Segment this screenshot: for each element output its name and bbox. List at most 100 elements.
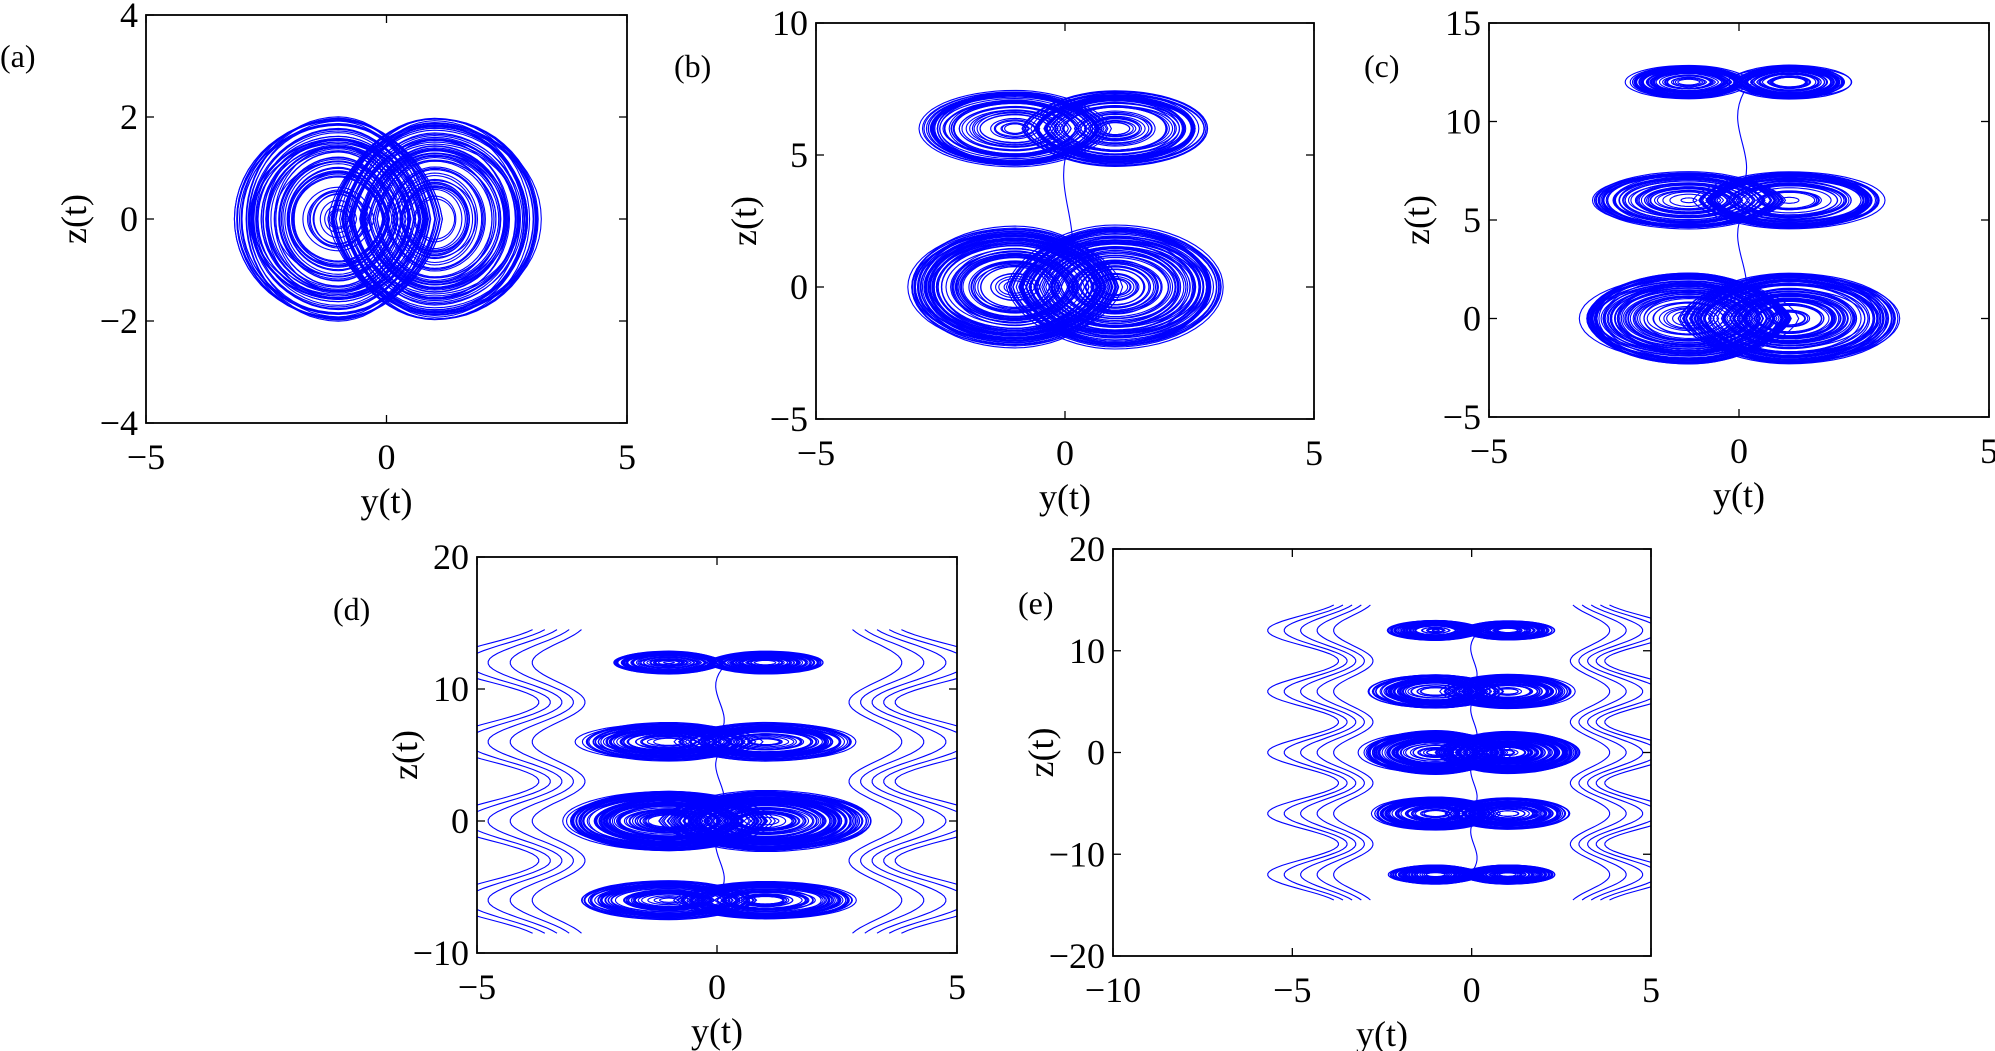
y-tick-label: 2 [120, 97, 138, 137]
trajectory-loop [1756, 72, 1822, 92]
trajectory-loop [705, 801, 825, 841]
trajectory-loop [1769, 309, 1809, 328]
trajectory-loop [1741, 297, 1837, 340]
trajectory-loop [1414, 869, 1458, 880]
trajectory-loop [726, 809, 804, 833]
trajectory-loop [1672, 76, 1706, 88]
trajectory-loop [672, 880, 857, 920]
trajectory-loop [1045, 98, 1184, 160]
trajectory-loop [1704, 280, 1874, 357]
trajectory-loop [740, 736, 790, 748]
trajectory-loop [1453, 676, 1562, 707]
trajectory-loop [650, 658, 688, 667]
trajectory [1578, 64, 1901, 365]
trajectory-loop [691, 884, 838, 916]
trajectory-loop [1048, 247, 1182, 327]
trajectory-loop [1679, 272, 1899, 365]
trajectory-loop [961, 106, 1070, 151]
trajectory-loop [610, 727, 729, 756]
trajectory-envelope [1595, 604, 1651, 901]
trajectory-envelope [883, 629, 957, 934]
trajectory-loop [1413, 807, 1459, 820]
trajectory-loop [1739, 67, 1839, 97]
x-tick-label: 5 [1642, 970, 1660, 1010]
trajectory-loop [391, 172, 479, 266]
trajectory-loop [624, 653, 715, 672]
trajectory-loop [1062, 106, 1168, 151]
trajectory-loop [654, 659, 684, 666]
trajectory-loop [238, 123, 438, 315]
trajectory-envelope [477, 629, 551, 934]
y-tick-label: 0 [790, 267, 808, 307]
trajectory-loop [723, 808, 807, 834]
trajectory-loop [1613, 177, 1765, 223]
x-axis-label: y(t) [1356, 1014, 1408, 1051]
trajectory-loop [1421, 871, 1451, 879]
trajectory-loop [1462, 678, 1553, 705]
trajectory-loop [1656, 190, 1722, 211]
trajectory-loop [994, 120, 1036, 137]
trajectory-loop [1397, 803, 1474, 824]
trajectory-loop [1459, 738, 1556, 767]
trajectory-envelope [1569, 604, 1611, 901]
trajectory-loop [1714, 179, 1864, 222]
trajectory-loop [952, 100, 1078, 157]
trajectory-loop [580, 793, 758, 849]
y-tick-label: 10 [1069, 631, 1105, 671]
trajectory-loop [1030, 92, 1200, 165]
trajectory-loop [351, 138, 518, 300]
trajectory-loop [932, 95, 1098, 162]
trajectory-loop [597, 726, 741, 758]
trajectory-loop [677, 723, 852, 761]
trajectory-loop [1085, 268, 1145, 306]
trajectory-loop [1092, 273, 1137, 301]
trajectory-loop [587, 884, 751, 917]
trajectory-loop [1735, 184, 1842, 217]
trajectory-envelope [1587, 604, 1644, 901]
trajectory-loop [979, 113, 1052, 144]
y-tick-label: 10 [433, 669, 469, 709]
axes-frame [815, 22, 1315, 420]
trajectory-loop [662, 661, 676, 665]
trajectory-loop [1052, 105, 1177, 152]
trajectory-loop [1489, 626, 1526, 635]
trajectory-loop [1093, 119, 1137, 138]
trajectory-loop [1635, 182, 1743, 218]
trajectory-loop [400, 183, 469, 255]
x-tick-label: −5 [1470, 431, 1508, 471]
trajectory-loop [1056, 105, 1174, 152]
trajectory-loop [1712, 288, 1866, 349]
y-tick-label: −2 [100, 301, 138, 341]
trajectory-loop [1737, 66, 1841, 98]
trajectory-loop [1474, 682, 1541, 701]
trajectory-loop [710, 652, 819, 673]
trajectory-loop [1415, 625, 1457, 636]
trajectory-loop [1492, 687, 1523, 696]
trajectory-loop [740, 894, 790, 907]
x-tick-label: −5 [797, 433, 835, 473]
trajectory-loop [738, 657, 791, 669]
trajectory-loop [750, 816, 780, 826]
trajectory-loop [1664, 74, 1714, 90]
trajectory-loop [1056, 254, 1174, 320]
trajectory [477, 629, 957, 934]
trajectory-loop [1427, 628, 1445, 633]
trajectory-loop [934, 93, 1097, 164]
trajectory-loop [1750, 70, 1828, 95]
trajectory-loop [414, 198, 456, 240]
trajectory-envelope [1267, 604, 1339, 901]
trajectory-loop [1729, 293, 1849, 344]
trajectory-loop [614, 651, 725, 674]
trajectory-loop [1022, 235, 1208, 339]
trajectory-loop [1597, 173, 1781, 227]
trajectory-loop [1726, 292, 1852, 345]
trajectory-loop [1478, 867, 1536, 882]
trajectory-loop [332, 126, 537, 312]
trajectory-loop [1003, 280, 1027, 294]
trajectory-loop [1467, 866, 1548, 884]
trajectory-loop [1499, 750, 1516, 755]
trajectory-loop [292, 176, 384, 262]
panel-d: −5 0 5 −10 0 10 20 y(t) z(t) (d) [333, 537, 966, 1051]
trajectory-loop [1471, 741, 1544, 764]
